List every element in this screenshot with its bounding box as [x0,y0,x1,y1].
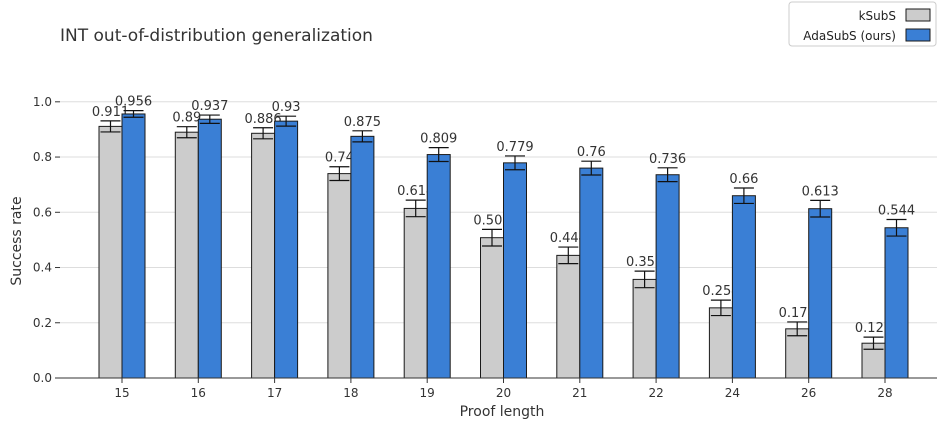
bar [808,208,833,379]
chart-title: INT out-of-distribution generalization [60,26,373,46]
bar [274,120,299,379]
x-tick-label: 22 [648,386,663,400]
y-tick-label: 0.4 [33,261,52,275]
bar [121,113,146,379]
legend-box [788,1,937,47]
data-label: 0.254 [702,284,739,299]
bar [579,167,604,379]
x-tick-label: 21 [572,386,587,400]
x-axis-label: Proof length [460,404,545,420]
x-tick-label: 16 [191,386,206,400]
y-axis-label: Success rate [9,196,25,285]
bar [403,207,428,379]
x-tick-label: 26 [801,386,816,400]
bar [632,278,657,379]
data-label: 0.544 [878,203,915,218]
bar [197,118,222,379]
y-tick-label: 0.8 [33,150,52,164]
y-tick-label: 1.0 [33,95,52,109]
legend-swatch [905,28,931,42]
bar [174,131,199,379]
x-tick-label: 18 [343,386,358,400]
data-label: 0.357 [626,255,663,270]
bar [708,307,733,379]
data-label: 0.444 [550,231,587,246]
data-label: 0.126 [855,321,892,336]
data-label: 0.93 [272,100,301,115]
data-label: 0.178 [779,306,816,321]
data-label: 0.736 [649,152,686,167]
axes: 0.0 0.2 0.4 0.6 0.8 1.0 15 16 17 18 19 20 21 22 24 26 28 [33,95,937,400]
x-tick-label: 17 [267,386,282,400]
bar [350,135,375,379]
y-tick-label: 0.0 [33,371,52,385]
data-label: 0.875 [344,115,381,130]
bar [884,227,909,379]
data-label: 0.779 [496,140,533,155]
bar [731,195,756,379]
bar [251,132,276,379]
data-label: 0.66 [729,172,758,187]
legend-label: AdaSubS (ours) [803,29,896,43]
y-tick-label: 0.6 [33,205,52,219]
bar [503,162,527,379]
data-label: 0.956 [115,95,152,110]
x-tick-label: 28 [877,386,892,400]
data-label: 0.614 [397,184,434,199]
x-tick-label: 15 [114,386,129,400]
data-label: 0.508 [473,213,510,228]
bar [426,154,451,379]
bar [480,237,504,379]
bar [556,254,581,379]
bar [327,173,352,379]
bar [655,174,680,379]
bar [98,125,123,379]
data-label: 0.74 [325,151,354,166]
x-tick-label: 19 [420,386,435,400]
data-label: 0.937 [191,99,228,114]
data-label: 0.613 [802,184,839,199]
x-tick-label: 24 [725,386,740,400]
data-label: 0.886 [244,112,281,127]
data-label: 0.911 [92,105,129,120]
data-label: 0.89 [172,111,201,126]
legend: kSubS AdaSubS (ours) [788,1,937,47]
bars: 0.911 0.89 0.886 0.74 0.614 0.508 0.444 0.357 0.… [92,95,915,379]
legend-swatch [905,8,931,22]
y-tick-label: 0.2 [33,316,52,330]
data-label: 0.809 [420,132,457,147]
x-tick-label: 20 [496,386,511,400]
data-label: 0.76 [577,145,606,160]
legend-label: kSubS [859,9,896,23]
